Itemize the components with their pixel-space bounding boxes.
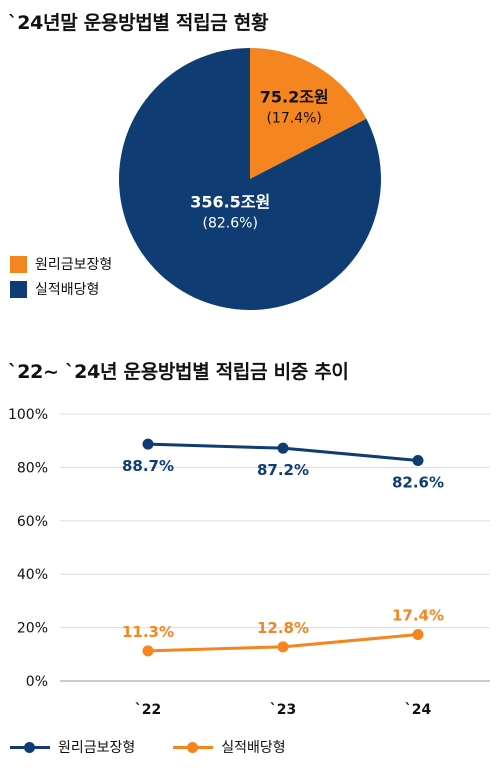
- pie-legend-item-1: 실적배당형: [10, 279, 99, 299]
- data-label: 11.3%: [122, 623, 174, 641]
- legend-swatch: [10, 280, 27, 298]
- legend-line-marker: [10, 740, 50, 754]
- pie-chart-title: `24년말 운용방법별 적립금 현황: [8, 12, 269, 34]
- data-point: [142, 438, 154, 450]
- pie-slice-percent-label: (82.6%): [203, 215, 258, 231]
- y-tick-label: 80%: [17, 460, 48, 476]
- y-tick-label: 40%: [17, 567, 48, 583]
- x-tick-label: `24: [405, 702, 432, 718]
- pie-slice-amount-label: 356.5조원: [190, 192, 270, 211]
- line-chart-title: `22~ `24년 운용방법별 적립금 비중 추이: [8, 361, 349, 383]
- data-point: [277, 641, 289, 653]
- legend-label: 실적배당형: [221, 740, 286, 756]
- data-point: [412, 454, 424, 466]
- pie-chart: 75.2조원 (17.4%) 356.5조원 (82.6%): [119, 48, 382, 310]
- legend-line-marker: [173, 740, 214, 754]
- y-tick-label: 0%: [26, 674, 48, 690]
- line-legend-item-0: 원리금보장형: [10, 737, 135, 757]
- line-legend-item-1: 실적배당형: [173, 737, 286, 757]
- x-tick-label: `22: [135, 702, 161, 718]
- data-label: 88.7%: [122, 457, 174, 475]
- data-point: [142, 645, 154, 657]
- legend-swatch: [10, 255, 27, 273]
- data-label: 12.8%: [257, 619, 309, 637]
- pie-slice-percent-label: (17.4%): [266, 110, 321, 126]
- legend-label: 원리금보장형: [58, 740, 136, 756]
- y-tick-label: 100%: [8, 407, 48, 423]
- data-label: 82.6%: [392, 473, 444, 491]
- pie-slice-amount-label: 75.2조원: [260, 87, 329, 106]
- x-tick-label: `23: [270, 702, 296, 718]
- y-tick-label: 60%: [17, 514, 48, 530]
- pie-legend-item-0: 원리금보장형: [10, 254, 112, 274]
- y-tick-label: 20%: [17, 621, 48, 637]
- line-legend: 원리금보장형 실적배당형: [10, 737, 324, 757]
- pie-slice-1: [119, 48, 382, 310]
- legend-label: 실적배당형: [35, 282, 100, 298]
- legend-label: 원리금보장형: [35, 257, 113, 273]
- data-label: 87.2%: [257, 461, 309, 479]
- data-label: 17.4%: [392, 607, 444, 625]
- data-point: [412, 629, 424, 641]
- data-point: [277, 442, 289, 454]
- pie-slice-0: [250, 48, 367, 179]
